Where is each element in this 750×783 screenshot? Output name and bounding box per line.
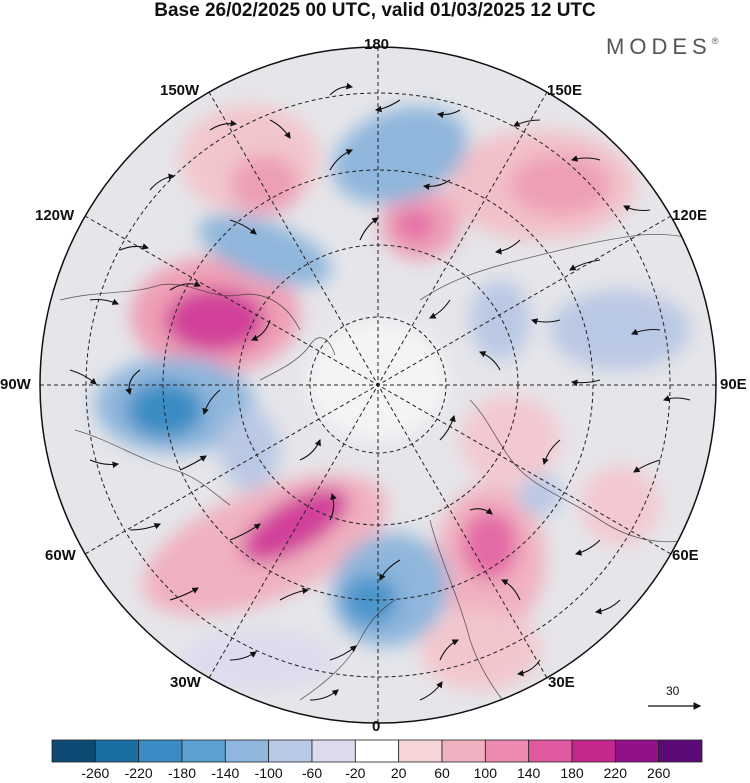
colorbar-swatch [528,739,573,763]
anomaly-field [40,47,716,723]
lon-label-30e: 30E [548,674,575,691]
colorbar-tick-label: -60 [301,765,323,781]
colorbar-swatch [138,739,183,763]
brand-mark: ® [711,35,719,46]
colorbar-swatch [224,739,270,763]
brand-text: MODES [606,34,712,59]
colorbar-tick-label: 140 [516,765,541,781]
colorbar-swatch [181,739,226,763]
colorbar-tick-label: -140 [211,765,240,781]
lon-label-60e: 60E [672,547,699,564]
wind-vectors [69,82,691,701]
colorbar-tick-label: 220 [603,765,628,781]
lon-label-0: 0 [372,718,381,735]
map-border [39,46,717,724]
map-title: Base 26/02/2025 00 UTC, valid 01/03/2025… [154,0,596,21]
colorbar-swatch [311,739,356,763]
colorbar-swatch [268,739,313,763]
colorbar-tick-label: -20 [345,765,366,781]
colorbar-swatch [51,739,96,763]
lon-label-90w: 90W [0,376,31,393]
colorbar-tick-label: 260 [646,765,671,781]
lon-label-150w: 150W [160,82,200,99]
colorbar-tick-label: -220 [124,765,153,781]
colorbar-tick-label: -260 [81,765,110,781]
lon-label-30w: 30W [170,674,201,691]
colorbar-swatch [658,739,703,763]
colorbar [51,739,703,763]
colorbar-swatch [614,739,660,763]
colorbar-swatch [571,739,616,763]
lon-label-150e: 150E [547,82,583,99]
lon-label-120w: 120W [35,207,75,224]
colorbar-tick-label: 60 [434,765,450,781]
colorbar-tick-label: 20 [390,765,407,781]
reference-vector-label: 30 [666,684,680,698]
colorbar-tick-label: 180 [560,765,584,781]
lon-label-120e: 120E [672,207,708,224]
coastlines [59,233,716,721]
colorbar-swatch [484,739,530,763]
modes-logo: MODES® [606,34,718,60]
colorbar-swatch [354,739,400,763]
colorbar-tick-label: -180 [167,765,197,781]
colorbar-swatch [441,739,486,763]
colorbar-swatch [94,739,140,763]
lon-label-180: 180 [364,36,390,53]
lon-label-90e: 90E [720,376,747,393]
meridians [40,47,716,723]
lon-label-60w: 60W [45,547,76,564]
colorbar-swatch [398,739,443,763]
colorbar-tick-label: 100 [473,765,498,781]
colorbar-tick-label: -100 [254,765,283,781]
